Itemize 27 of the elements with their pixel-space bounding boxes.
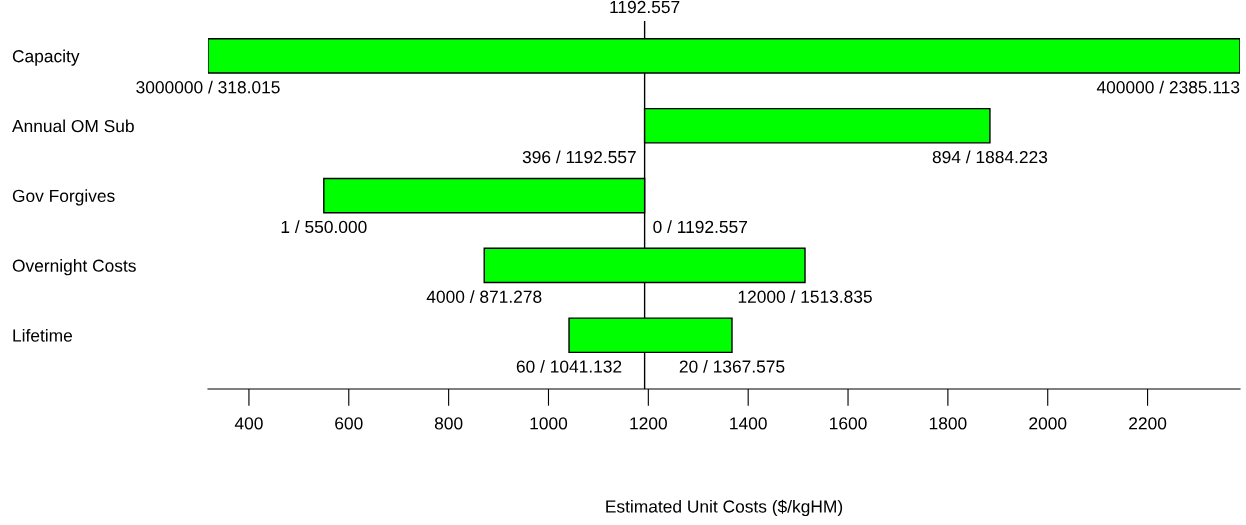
annotation: 4000 / 871.278 — [426, 290, 542, 303]
x-tick-label: 2000 — [1029, 417, 1067, 430]
x-tick-label: 1200 — [630, 417, 667, 430]
x-tick-label: 600 — [335, 417, 363, 430]
x-tick-label: 1400 — [730, 417, 767, 430]
annotation: 894 / 1884.223 — [932, 150, 1048, 164]
annotation: 1 / 550.000 — [281, 220, 367, 234]
annotation: 12000 / 1513.835 — [738, 290, 872, 303]
y-tick-label: Lifetime — [13, 328, 73, 342]
annotation: 0 / 1192.557 — [653, 220, 747, 234]
y-tick-label: Overnight Costs — [12, 259, 136, 276]
x-tick-label: 2200 — [1129, 417, 1167, 430]
annotation: 400000 / 2385.113 — [1096, 80, 1240, 94]
x-tick-label: 800 — [434, 417, 463, 430]
y-tick-label: Capacity — [12, 49, 80, 66]
x-tick-label: 1800 — [929, 417, 967, 430]
annotation: 60 / 1041.132 — [516, 359, 622, 373]
x-tick-label: 1600 — [830, 417, 867, 430]
y-tick-label: Gov Forgives — [12, 189, 115, 206]
annotation: 3000000 / 318.015 — [136, 80, 280, 94]
ref-line-label: 1192.557 — [610, 0, 680, 14]
annotation: 20 / 1367.575 — [679, 359, 785, 373]
x-tick-label: 1000 — [530, 417, 568, 430]
y-tick-label: Annual OM Sub — [12, 119, 134, 133]
x-tick-label: 400 — [234, 417, 263, 430]
annotation: 396 / 1192.557 — [522, 150, 636, 164]
x-axis-title: Estimated Unit Costs ($/kgHM) — [606, 499, 843, 517]
